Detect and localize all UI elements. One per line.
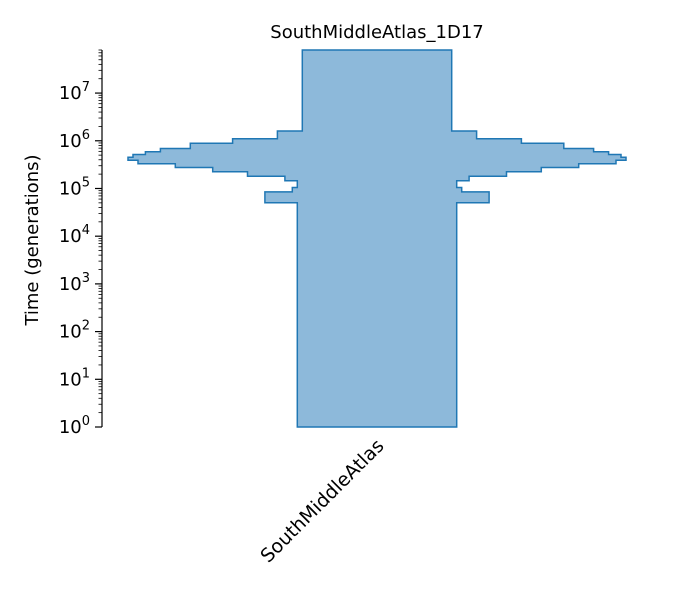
- y-tick-label: 104: [59, 223, 90, 247]
- y-tick-label: 107: [59, 80, 90, 104]
- y-tick-label: 102: [59, 319, 90, 343]
- chart-title: SouthMiddleAtlas_1D17: [270, 22, 483, 43]
- y-tick-label: 101: [59, 366, 90, 390]
- y-axis-label: Time (generations): [22, 154, 43, 326]
- x-axis: SouthMiddleAtlas: [256, 435, 388, 567]
- y-axis: 100 101 102 103 104 105 106 107: [59, 49, 103, 438]
- x-category-label: SouthMiddleAtlas: [256, 435, 388, 567]
- y-tick-label: 103: [59, 271, 90, 295]
- y-tick-label: 106: [59, 128, 90, 152]
- y-tick-label: 105: [59, 175, 90, 199]
- y-tick-label: 100: [59, 414, 90, 438]
- population-shape-SouthMiddleAtlas: [127, 49, 627, 428]
- plot-area: [127, 49, 627, 428]
